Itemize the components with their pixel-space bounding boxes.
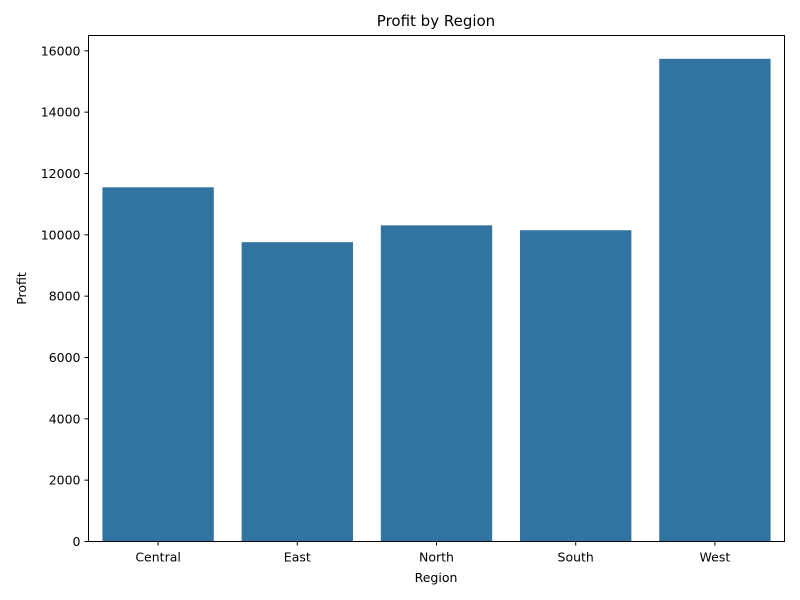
x-tick-label: Central [135, 550, 181, 565]
y-tick-label: 2000 [49, 473, 81, 488]
x-tick-label: North [419, 550, 454, 565]
y-tick-label: 0 [73, 534, 81, 549]
x-axis-label: Region [415, 570, 458, 585]
x-axis: Central East North South West [135, 541, 731, 565]
x-tick-label: East [284, 550, 311, 565]
y-tick-label: 10000 [41, 227, 81, 242]
chart-title: Profit by Region [377, 12, 495, 30]
bars-group [102, 58, 771, 542]
y-axis: 0 2000 4000 6000 8000 10000 12000 14000 16000 [41, 43, 89, 549]
plot-frame [88, 35, 785, 542]
x-tick-label: West [700, 550, 731, 565]
x-tick-label: South [558, 550, 594, 565]
bar-north [380, 225, 493, 542]
y-tick-label: 14000 [41, 105, 81, 120]
y-axis-label: Profit [14, 272, 29, 305]
y-tick-label: 8000 [49, 289, 81, 304]
y-tick-label: 4000 [49, 411, 81, 426]
bar-east [241, 242, 353, 542]
bar-west [659, 58, 771, 542]
y-tick-label: 12000 [41, 166, 81, 181]
bar-south [520, 230, 632, 542]
y-tick-label: 6000 [49, 350, 81, 365]
bar-central [102, 187, 214, 542]
y-tick-label: 16000 [41, 43, 81, 58]
